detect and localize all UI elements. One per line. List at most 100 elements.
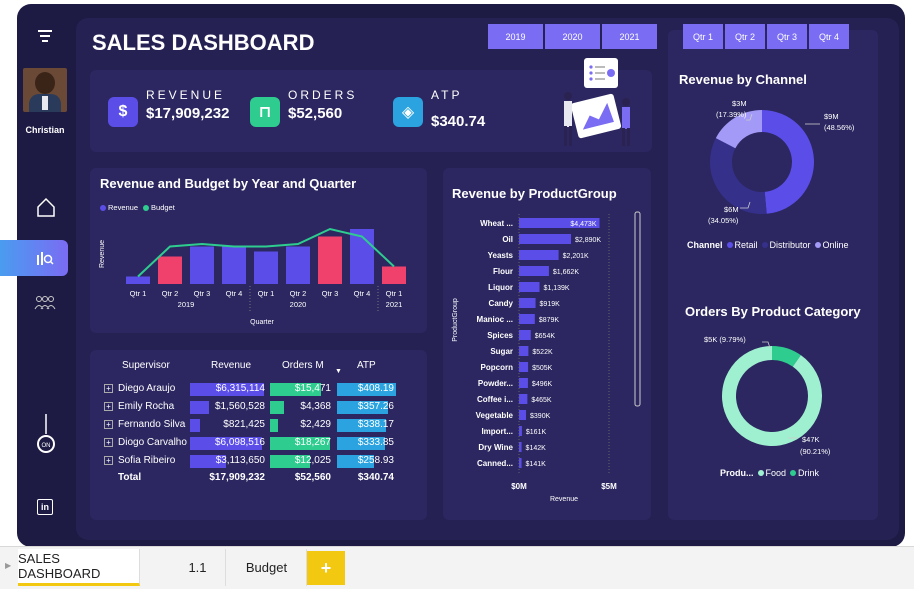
- chart-search-icon: [36, 249, 54, 267]
- product-bar: [519, 346, 529, 356]
- add-page-button[interactable]: +: [307, 551, 345, 585]
- data-label: $5K (9.79%): [704, 335, 746, 344]
- x-tick-label: Qtr 3: [322, 289, 339, 298]
- product-bar: [519, 378, 528, 388]
- product-bar: [519, 314, 535, 324]
- table-row[interactable]: + Diogo Carvalho $6,098,516 $18,267 $333.85: [100, 436, 420, 452]
- budget-line: [137, 227, 395, 278]
- revenue-bar: [190, 437, 262, 450]
- atp-bar: [337, 455, 375, 468]
- kpi-value-orders: $52,560: [288, 105, 343, 122]
- kpi-label-atp: ATP: [431, 88, 463, 102]
- data-label: $654K: [535, 333, 556, 340]
- data-label: $879K: [539, 317, 560, 324]
- category-label: Oil: [502, 235, 513, 244]
- x-tick-label: Qtr 4: [226, 289, 243, 298]
- category-label: Canned...: [477, 459, 513, 468]
- year-button-2021[interactable]: 2021: [602, 24, 657, 49]
- table-row[interactable]: + Fernando Silva $821,425 $2,429 $338.17: [100, 418, 420, 434]
- table-row[interactable]: + Sofia Ribeiro $3,113,650 $12,025 $258.93: [100, 454, 420, 470]
- user-name: Christian: [25, 125, 65, 135]
- header-atp[interactable]: ATP: [357, 360, 376, 371]
- sidebar: Christian ON in: [0, 4, 75, 547]
- quarter-button-1[interactable]: Qtr 1: [683, 24, 723, 49]
- hamburger-menu-icon[interactable]: [38, 30, 54, 42]
- header-supervisor[interactable]: Supervisor: [122, 360, 170, 371]
- header-revenue[interactable]: Revenue: [211, 360, 252, 371]
- total-revenue: $17,909,232: [209, 472, 265, 483]
- year-button-2019[interactable]: 2019: [488, 24, 543, 49]
- year-button-2020[interactable]: 2020: [545, 24, 600, 49]
- legend-distributor: Distributor: [769, 240, 811, 250]
- header-orders[interactable]: Orders M: [282, 360, 324, 371]
- legend-budget: Budget: [151, 203, 175, 212]
- category-legend: Produ... Food Drink: [720, 468, 819, 478]
- product-bar: [519, 442, 522, 452]
- data-label: $496K: [532, 381, 553, 388]
- revenue-budget-chart: Revenue Qtr 1 Qtr 2 Qtr 3 Qtr 4 Qtr 1 Qtr 2 Qtr…: [99, 227, 406, 326]
- sort-desc-icon[interactable]: ▼: [335, 368, 342, 375]
- donut-slice: [722, 346, 822, 446]
- data-label: $9M: [824, 112, 839, 121]
- orders-bar: [270, 401, 285, 414]
- orders-cell: $12,025: [294, 455, 331, 466]
- expand-icon[interactable]: +: [104, 402, 113, 411]
- category-label: Wheat ...: [480, 219, 513, 228]
- x-axis-label: Quarter: [250, 319, 274, 326]
- channel-donut-chart: $9M (48.56%) $6M (34.05%) $3M (17.39%): [708, 99, 855, 225]
- atp-bar: [337, 383, 396, 396]
- atp-bar: [337, 401, 389, 414]
- supervisor-name: Diogo Carvalho: [118, 437, 187, 448]
- x-tick-label: Qtr 2: [162, 289, 179, 298]
- atp-cell: $357.26: [357, 401, 394, 412]
- expand-icon[interactable]: +: [104, 384, 113, 393]
- product-bar: [519, 394, 528, 404]
- data-label: $142K: [526, 445, 547, 452]
- data-label: (34.05%): [708, 216, 739, 225]
- kpi-label-orders: ORDERS: [288, 88, 358, 102]
- quarter-button-3[interactable]: Qtr 3: [767, 24, 807, 49]
- tab-scroll-left-icon[interactable]: ▶: [5, 561, 12, 570]
- home-icon[interactable]: [35, 196, 57, 218]
- category-label: Yeasts: [488, 251, 514, 260]
- quarter-button-4[interactable]: Qtr 4: [809, 24, 849, 49]
- sidebar-item-analytics[interactable]: [0, 240, 68, 276]
- linkedin-icon[interactable]: in: [37, 499, 53, 515]
- x-axis-label: Revenue: [550, 496, 578, 503]
- avatar: [23, 68, 67, 112]
- y-axis-label: Revenue: [99, 240, 106, 268]
- tab-sales-dashboard[interactable]: SALES DASHBOARD: [18, 549, 140, 586]
- x-tick-label: Qtr 4: [354, 289, 371, 298]
- category-label: Flour: [493, 267, 513, 276]
- team-icon[interactable]: [34, 294, 56, 310]
- revenue-bar: [318, 236, 342, 284]
- supervisor-name: Sofia Ribeiro: [118, 455, 176, 466]
- table-row[interactable]: + Diego Araujo $6,315,114 $15,471 $408.19: [100, 382, 420, 398]
- expand-icon[interactable]: +: [104, 420, 113, 429]
- total-label: Total: [118, 472, 142, 483]
- product-bar: [519, 218, 600, 228]
- expand-icon[interactable]: +: [104, 456, 113, 465]
- tab-1-1[interactable]: 1.1: [170, 549, 226, 586]
- orders-bar: [270, 383, 321, 396]
- power-switch-icon[interactable]: ON: [35, 414, 57, 458]
- data-label: $4,473K: [570, 221, 596, 228]
- revenue-bar: [190, 383, 264, 396]
- atp-cell: $338.17: [357, 419, 394, 430]
- quarter-button-2[interactable]: Qtr 2: [725, 24, 765, 49]
- tab-budget[interactable]: Budget: [227, 549, 307, 586]
- data-label: $3M: [732, 99, 747, 108]
- revenue-bar: [158, 256, 182, 284]
- orders-cell: $15,471: [294, 383, 331, 394]
- expand-icon[interactable]: +: [104, 438, 113, 447]
- channel-chart-title: Revenue by Channel: [679, 72, 807, 87]
- revenue-bar: [350, 229, 374, 284]
- table-row[interactable]: + Emily Rocha $1,560,528 $4,368 $357.26: [100, 400, 420, 416]
- revenue-budget-chart-title: Revenue and Budget by Year and Quarter: [100, 176, 357, 191]
- chart-legend: Revenue Budget: [100, 203, 175, 212]
- category-label: Candy: [489, 299, 514, 308]
- y-axis-label: ProductGroup: [452, 298, 459, 342]
- revenue-bar: [190, 246, 214, 284]
- product-bar: [519, 362, 529, 372]
- donut-slice: [710, 138, 767, 214]
